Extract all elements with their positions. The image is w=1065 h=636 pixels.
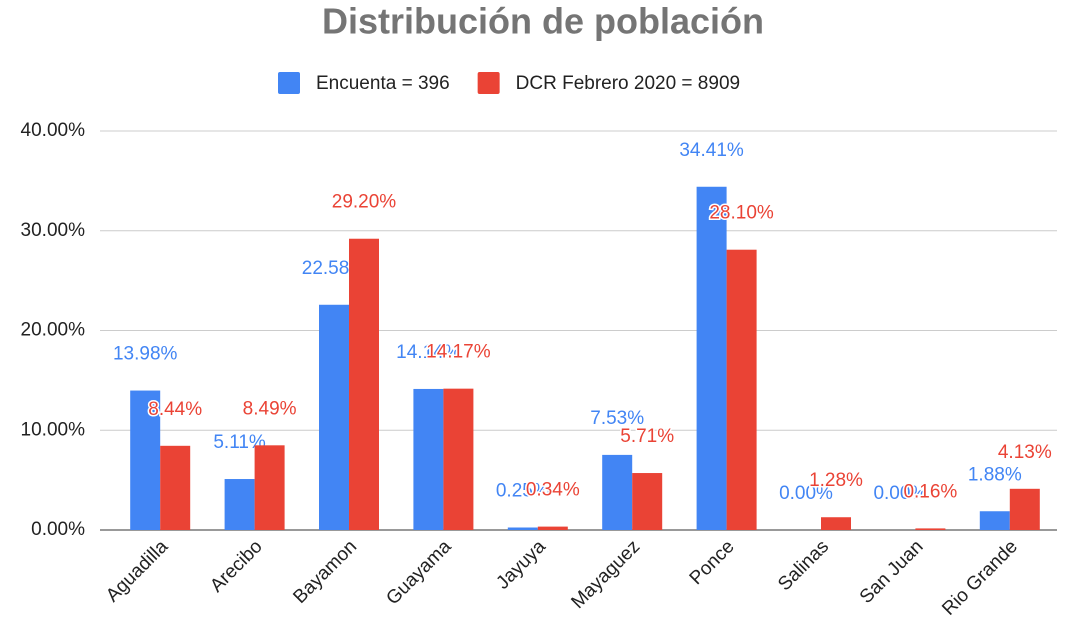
- data-label: 0.16%: [903, 481, 957, 502]
- bar: [160, 445, 191, 530]
- data-label: 0.00%: [873, 483, 927, 504]
- legend-label: DCR Febrero 2020 = 8909: [516, 73, 740, 94]
- bar: [413, 388, 444, 530]
- bar: [696, 186, 727, 530]
- bar: [507, 527, 538, 530]
- data-label: 5.71%: [620, 426, 674, 447]
- data-label: 8.44%: [148, 399, 202, 420]
- x-tick-label: Salinas: [774, 536, 833, 595]
- x-tick-label: Aguadilla: [102, 536, 172, 606]
- bar: [821, 517, 851, 530]
- data-label: 8.49%: [243, 398, 297, 419]
- data-label: 1.28%: [809, 470, 863, 491]
- bar: [726, 249, 757, 530]
- x-tick-label: Bayamon: [289, 536, 361, 608]
- data-label: 14.17%: [426, 342, 491, 363]
- y-tick-label: 10.00%: [21, 419, 86, 440]
- legend-label: Encuenta = 396: [316, 73, 450, 94]
- data-label: 0.00%: [779, 483, 833, 504]
- bar: [443, 388, 474, 530]
- bar: [224, 479, 255, 530]
- bar: [349, 238, 379, 531]
- data-label: 0.34%: [526, 480, 580, 501]
- y-tick-label: 30.00%: [21, 220, 86, 241]
- data-label: 0.25%: [496, 481, 550, 502]
- data-label: 14.14%: [396, 342, 461, 363]
- bar: [632, 473, 663, 530]
- bar: [254, 445, 285, 530]
- bar: [537, 526, 568, 530]
- data-label: 28.10%: [709, 203, 774, 224]
- bar: [319, 304, 349, 530]
- bar: [130, 390, 161, 530]
- data-label: 34.41%: [679, 140, 744, 161]
- x-tick-label: Guayama: [382, 536, 455, 609]
- y-tick-label: 20.00%: [21, 320, 86, 341]
- x-tick-label: Ponce: [686, 536, 739, 589]
- chart-title: Distribución de población: [322, 1, 764, 42]
- bar: [602, 454, 633, 530]
- data-label: 13.98%: [113, 344, 178, 365]
- bar: [1009, 488, 1040, 530]
- bar: [979, 511, 1010, 530]
- x-tick-label: Mayaguez: [567, 536, 644, 613]
- x-tick-label: Jayuya: [492, 536, 550, 594]
- legend-swatch: [477, 72, 500, 94]
- x-tick-label: Rio Grande: [938, 536, 1022, 620]
- y-tick-label: 0.00%: [31, 519, 85, 540]
- data-label: 4.13%: [998, 442, 1052, 463]
- y-tick-label: 40.00%: [21, 120, 86, 141]
- bar: [915, 528, 946, 530]
- x-tick-label: San Juan: [856, 536, 928, 608]
- legend-swatch: [278, 72, 300, 94]
- data-label: 29.20%: [332, 192, 397, 213]
- data-label: 1.88%: [968, 464, 1022, 485]
- x-tick-label: Arecibo: [206, 536, 266, 596]
- data-label: 7.53%: [590, 408, 644, 429]
